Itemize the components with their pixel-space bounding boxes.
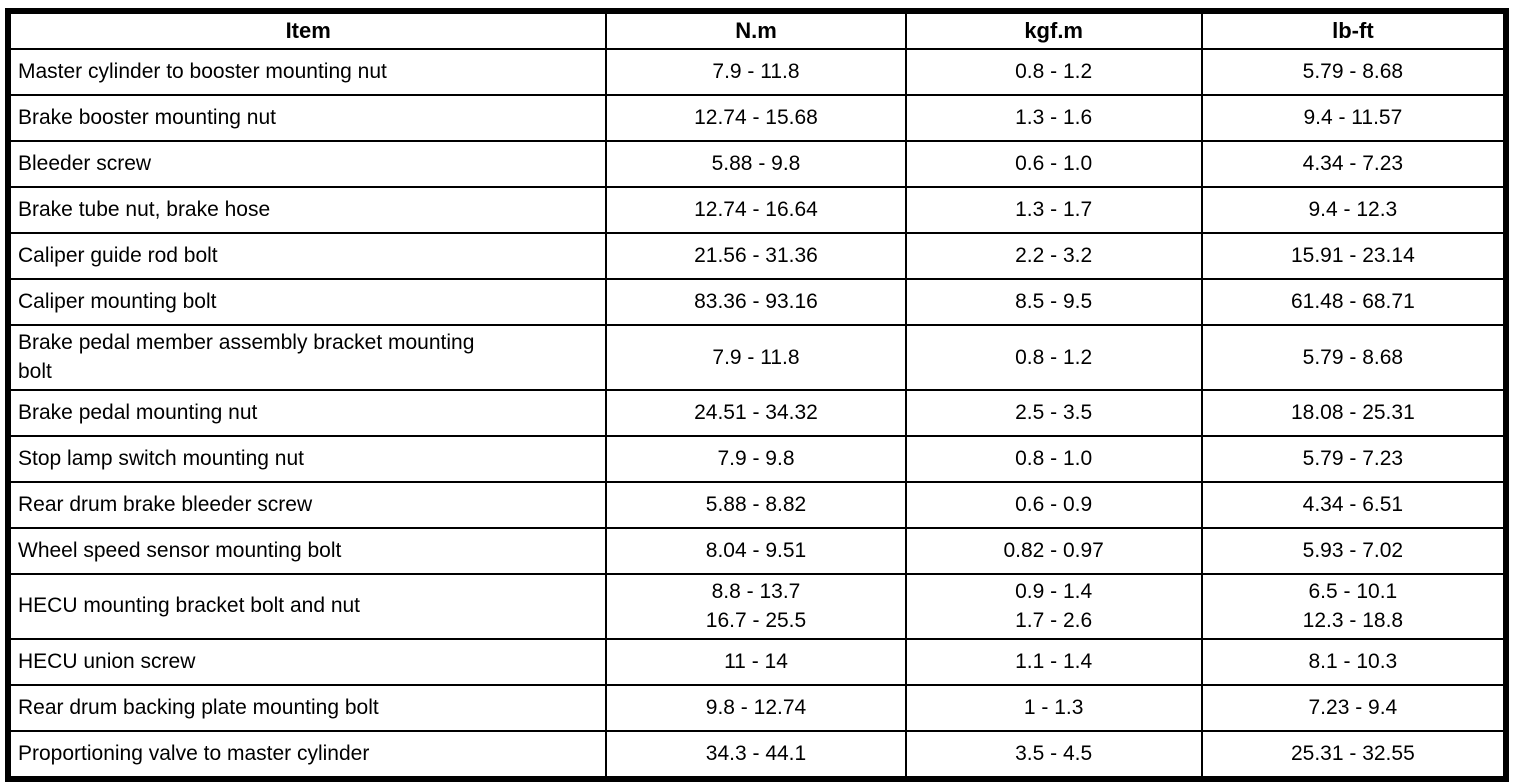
- table-row: Rear drum backing plate mounting bolt 9.8…: [6, 683, 1508, 732]
- item-cell: Wheel speed sensor mounting bolt: [6, 526, 608, 575]
- lbft-cell: 5.79 - 7.23: [1200, 434, 1508, 483]
- nm-cell: 12.74 - 16.64: [605, 186, 907, 234]
- nm-cell: 24.51 - 34.32: [605, 388, 907, 437]
- table-row: Proportioning valve to master cylinder 34…: [6, 729, 1508, 780]
- kgfm-cell: 8.5 - 9.5: [904, 278, 1203, 326]
- table-row: Wheel speed sensor mounting bolt 8.04 - 9…: [6, 526, 1508, 575]
- kgfm-cell: 0.8 - 1.0: [904, 434, 1203, 483]
- item-cell: Brake pedal member assembly bracket moun…: [6, 324, 608, 391]
- lbft-cell: 18.08 - 25.31: [1200, 388, 1508, 437]
- table-row: Caliper mounting bolt 83.36 - 93.16 8.5 - …: [6, 278, 1508, 326]
- table-row: Brake booster mounting nut 12.74 - 15.68 1…: [6, 94, 1508, 142]
- kgfm-cell: 0.6 - 0.9: [904, 480, 1203, 529]
- nm-cell: 34.3 - 44.1: [605, 729, 907, 780]
- kgfm-cell: 0.6 - 1.0: [904, 140, 1203, 188]
- nm-cell: 8.04 - 9.51: [605, 526, 907, 575]
- lbft-cell: 8.1 - 10.3: [1200, 637, 1508, 686]
- table-row: HECU union screw 11 - 14 1.1 - 1.4 8.1 - 10…: [6, 637, 1508, 686]
- kgfm-cell: 3.5 - 4.5: [904, 729, 1203, 780]
- kgfm-cell: 2.2 - 3.2: [904, 232, 1203, 280]
- nm-cell: 7.9 - 9.8: [605, 434, 907, 483]
- item-cell: Caliper mounting bolt: [6, 278, 608, 326]
- table-row: Stop lamp switch mounting nut 7.9 - 9.8 0.…: [6, 434, 1508, 483]
- table-row: Caliper guide rod bolt 21.56 - 31.36 2.2 -…: [6, 232, 1508, 280]
- nm-cell: 9.8 - 12.74: [605, 683, 907, 732]
- lbft-cell: 5.79 - 8.68: [1200, 48, 1508, 96]
- kgfm-cell: 1 - 1.3: [904, 683, 1203, 732]
- lbft-cell: 15.91 - 23.14: [1200, 232, 1508, 280]
- kgfm-cell: 0.8 - 1.2: [904, 48, 1203, 96]
- table-row: Brake tube nut, brake hose 12.74 - 16.64 1…: [6, 186, 1508, 234]
- lbft-cell: 6.5 - 10.1 12.3 - 18.8: [1200, 572, 1508, 640]
- item-cell: Caliper guide rod bolt: [6, 232, 608, 280]
- item-cell: Brake tube nut, brake hose: [6, 186, 608, 234]
- item-cell: HECU mounting bracket bolt and nut: [6, 572, 608, 640]
- item-cell: Master cylinder to booster mounting nut: [6, 48, 608, 96]
- lbft-cell: 9.4 - 12.3: [1200, 186, 1508, 234]
- col-header-nm: N.m: [605, 10, 907, 50]
- table-body: Master cylinder to booster mounting nut 7…: [6, 48, 1508, 780]
- torque-spec-table: Item N.m kgf.m lb-ft Master cylinder to …: [5, 8, 1509, 782]
- lbft-cell: 7.23 - 9.4: [1200, 683, 1508, 732]
- nm-cell: 5.88 - 9.8: [605, 140, 907, 188]
- lbft-cell: 5.93 - 7.02: [1200, 526, 1508, 575]
- lbft-cell: 5.79 - 8.68: [1200, 324, 1508, 391]
- nm-cell: 11 - 14: [605, 637, 907, 686]
- nm-cell: 5.88 - 8.82: [605, 480, 907, 529]
- item-cell: HECU union screw: [6, 637, 608, 686]
- lbft-cell: 4.34 - 7.23: [1200, 140, 1508, 188]
- lbft-cell: 25.31 - 32.55: [1200, 729, 1508, 780]
- kgfm-cell: 1.3 - 1.6: [904, 94, 1203, 142]
- nm-cell: 12.74 - 15.68: [605, 94, 907, 142]
- col-header-kgfm: kgf.m: [904, 10, 1203, 50]
- kgfm-cell: 1.1 - 1.4: [904, 637, 1203, 686]
- col-header-lbft: lb-ft: [1200, 10, 1508, 50]
- table-row: Brake pedal member assembly bracket moun…: [6, 324, 1508, 391]
- nm-cell: 83.36 - 93.16: [605, 278, 907, 326]
- table-row: HECU mounting bracket bolt and nut 8.8 - …: [6, 572, 1508, 640]
- header-row: Item N.m kgf.m lb-ft: [6, 10, 1508, 50]
- item-cell: Stop lamp switch mounting nut: [6, 434, 608, 483]
- nm-cell: 21.56 - 31.36: [605, 232, 907, 280]
- item-cell: Bleeder screw: [6, 140, 608, 188]
- kgfm-cell: 2.5 - 3.5: [904, 388, 1203, 437]
- item-cell: Proportioning valve to master cylinder: [6, 729, 608, 780]
- table-row: Rear drum brake bleeder screw 5.88 - 8.82…: [6, 480, 1508, 529]
- item-cell: Rear drum backing plate mounting bolt: [6, 683, 608, 732]
- item-cell: Rear drum brake bleeder screw: [6, 480, 608, 529]
- item-cell: Brake pedal mounting nut: [6, 388, 608, 437]
- lbft-cell: 4.34 - 6.51: [1200, 480, 1508, 529]
- kgfm-cell: 0.82 - 0.97: [904, 526, 1203, 575]
- nm-cell: 8.8 - 13.7 16.7 - 25.5: [605, 572, 907, 640]
- col-header-item: Item: [6, 10, 608, 50]
- nm-cell: 7.9 - 11.8: [605, 48, 907, 96]
- nm-cell: 7.9 - 11.8: [605, 324, 907, 391]
- lbft-cell: 9.4 - 11.57: [1200, 94, 1508, 142]
- table-row: Brake pedal mounting nut 24.51 - 34.32 2.5…: [6, 388, 1508, 437]
- item-cell: Brake booster mounting nut: [6, 94, 608, 142]
- lbft-cell: 61.48 - 68.71: [1200, 278, 1508, 326]
- table-row: Master cylinder to booster mounting nut 7…: [6, 48, 1508, 96]
- kgfm-cell: 0.9 - 1.4 1.7 - 2.6: [904, 572, 1203, 640]
- kgfm-cell: 0.8 - 1.2: [904, 324, 1203, 391]
- kgfm-cell: 1.3 - 1.7: [904, 186, 1203, 234]
- table-row: Bleeder screw 5.88 - 9.8 0.6 - 1.0 4.34 - 7…: [6, 140, 1508, 188]
